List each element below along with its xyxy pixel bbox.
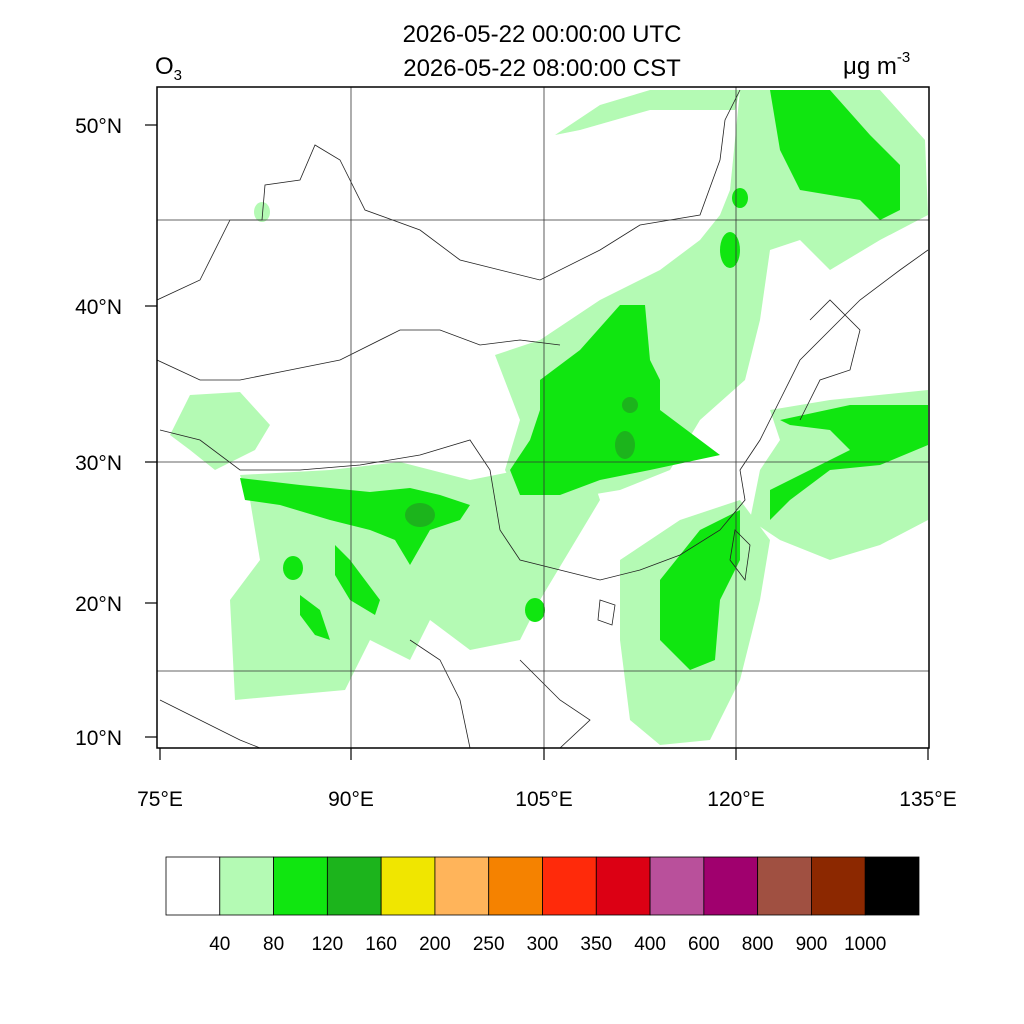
colorbar-label: 300 [527, 934, 559, 955]
title-line: 2026-05-22 08:00:00 CST [403, 55, 681, 82]
colorbar-label: 600 [688, 934, 720, 955]
colorbar-label: 1000 [844, 934, 886, 955]
colorbar-label: 400 [634, 934, 666, 955]
lon-label: 105°E [515, 788, 572, 811]
lon-label: 135°E [899, 788, 956, 811]
units-label: μg m-3 [843, 49, 910, 80]
colorbar-label: 800 [742, 934, 774, 955]
colorbar-label: 40 [209, 934, 230, 955]
lat-label: 10°N [75, 727, 122, 750]
colorbar-box [595, 856, 651, 916]
colorbar-box [326, 856, 382, 916]
colorbar-box [864, 856, 920, 916]
colorbar-box [165, 856, 221, 916]
lon-label: 120°E [707, 788, 764, 811]
units-superscript: -3 [897, 49, 910, 66]
colorbar-label: 350 [580, 934, 612, 955]
lat-label: 20°N [75, 593, 122, 616]
map-frame [156, 86, 930, 749]
colorbar-label: 250 [473, 934, 505, 955]
variable-subscript: 3 [174, 67, 182, 84]
colorbar-label: 200 [419, 934, 451, 955]
map-area [157, 87, 929, 748]
colorbar-label: 900 [796, 934, 828, 955]
colorbar-box [380, 856, 436, 916]
colorbar: 40 80 120 160 200 250 300 350 400 600 800 900 1000 [165, 856, 920, 955]
lat-label: 40°N [75, 296, 122, 319]
colorbar-box [488, 856, 543, 916]
colorbar-box [273, 856, 328, 916]
colorbar-box [434, 856, 490, 916]
colorbar-box [811, 856, 866, 916]
title-line: 2026-05-22 00:00:00 UTC [403, 21, 682, 48]
colorbar-box [703, 856, 759, 916]
lon-label: 90°E [328, 788, 374, 811]
contour-80-120 [240, 90, 928, 670]
colorbar-label: 120 [312, 934, 344, 955]
colorbar-label: 80 [263, 934, 284, 955]
axes-labels: 50°N 40°N 30°N 20°N 10°N 75°E 90°E 105°E 120°E 13… [75, 115, 957, 811]
graticule [157, 87, 929, 748]
colorbar-box [542, 856, 597, 916]
contour-120-160 [405, 397, 638, 527]
variable-label: O3 [155, 53, 182, 84]
units-base: μg m [843, 53, 897, 80]
colorbar-box [219, 856, 274, 916]
colorbar-box [757, 856, 812, 916]
lon-label: 75°E [137, 788, 183, 811]
colorbar-label: 160 [365, 934, 397, 955]
lat-label: 30°N [75, 452, 122, 475]
lat-label: 50°N [75, 115, 122, 138]
variable-base: O [155, 53, 174, 80]
colorbar-box [649, 856, 705, 916]
